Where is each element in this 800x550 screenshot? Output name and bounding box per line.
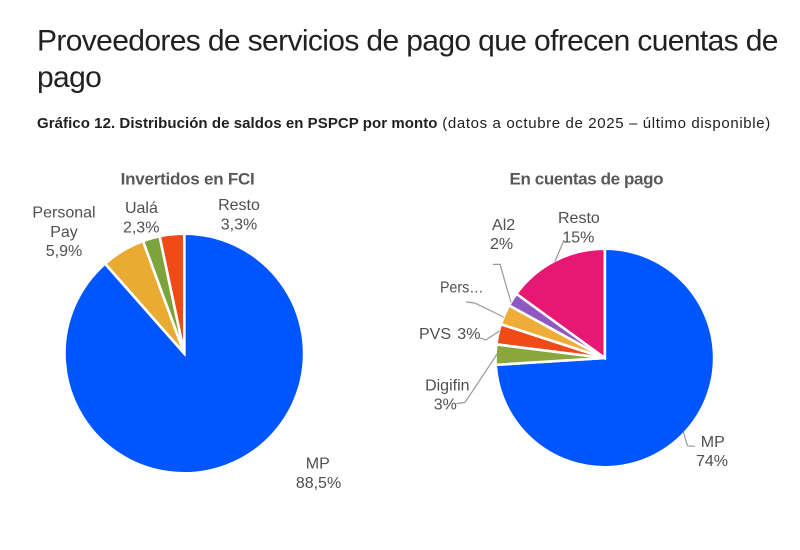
- svg-text:Resto: Resto: [218, 197, 260, 214]
- svg-text:Gráfico 12. Distribución de sa: Gráfico 12. Distribución de saldos en PS…: [37, 115, 771, 132]
- svg-text:Personal: Personal: [32, 204, 95, 221]
- svg-text:2%: 2%: [490, 236, 513, 253]
- svg-text:74%: 74%: [696, 453, 728, 470]
- svg-text:Proveedores de servicios de pa: Proveedores de servicios de pago que ofr…: [37, 25, 778, 58]
- svg-text:Al2: Al2: [492, 217, 515, 234]
- svg-text:MP: MP: [306, 456, 330, 473]
- svg-text:3,3%: 3,3%: [221, 216, 257, 233]
- svg-text:15%: 15%: [562, 230, 594, 247]
- svg-text:2,3%: 2,3%: [123, 219, 159, 236]
- svg-text:pago: pago: [37, 61, 101, 94]
- svg-text:Resto: Resto: [558, 210, 600, 227]
- svg-text:Ualá: Ualá: [125, 200, 158, 217]
- svg-text:3%: 3%: [457, 326, 480, 343]
- svg-text:88,5%: 88,5%: [296, 475, 341, 492]
- svg-text:MP: MP: [701, 434, 725, 451]
- svg-text:Pay: Pay: [50, 224, 78, 241]
- svg-text:En cuentas de pago: En cuentas de pago: [510, 170, 664, 189]
- svg-text:Digifin: Digifin: [425, 378, 469, 395]
- svg-text:3%: 3%: [434, 396, 457, 413]
- svg-text:Invertidos en FCI: Invertidos en FCI: [121, 170, 255, 189]
- svg-text:Pers…: Pers…: [440, 280, 484, 297]
- svg-text:PVS: PVS: [419, 326, 451, 343]
- svg-text:5,9%: 5,9%: [46, 243, 82, 260]
